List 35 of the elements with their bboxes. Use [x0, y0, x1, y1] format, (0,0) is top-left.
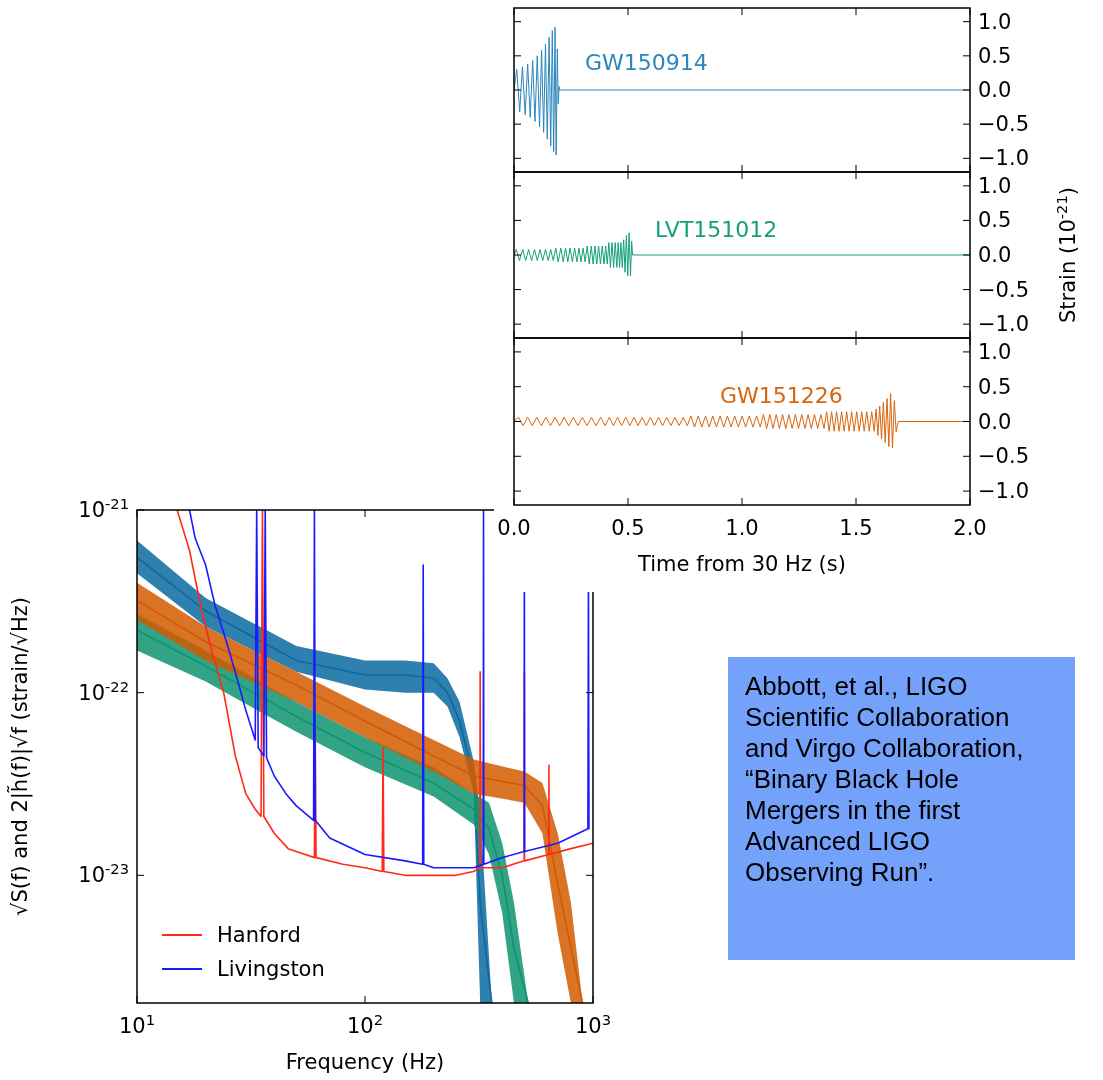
- x-axis-title: Frequency (Hz): [285, 1050, 445, 1074]
- y-tick-label: 0.0: [978, 409, 1012, 434]
- x-axis-title: Time from 30 Hz (s): [637, 552, 846, 576]
- x-tick-label: 2.0: [953, 516, 987, 540]
- legend-label: Livingston: [217, 957, 325, 981]
- y-axis-title: √S(f) and 2|h̃(f)|√f (strain/√Hz): [7, 597, 33, 916]
- text: Abbott, et al., LIGO Scientific Collaboration and Virgo Collaboration, “Binary Black Hole Mergers in the first Advanced LIGO Observing Run”.: [745, 671, 1024, 887]
- y-tick-label: 0.5: [978, 374, 1012, 399]
- x-tick-label: 10$^{1}$: [118, 1010, 156, 1038]
- y-tick-label: 1.0: [978, 9, 1012, 34]
- y-tick-label: 1.0: [978, 173, 1012, 198]
- y-tick-label: 10$^{-21}$: [78, 494, 129, 522]
- x-tick-label: 10$^{3}$: [574, 1010, 612, 1038]
- y-tick-label: −1.0: [978, 312, 1029, 337]
- y-tick-label: −0.5: [978, 112, 1029, 137]
- x-tick-label: 1.0: [725, 516, 759, 540]
- y-tick-label: 0.0: [978, 78, 1012, 102]
- x-tick-label: 1.5: [839, 516, 873, 540]
- series-label: GW150914: [585, 50, 708, 75]
- x-tick-label: 0.5: [611, 516, 645, 540]
- y-tick-label: −1.0: [978, 146, 1029, 171]
- y-tick-label: −1.0: [978, 479, 1029, 504]
- y-tick-label: 10$^{-22}$: [78, 677, 129, 705]
- x-tick-label: 0.0: [497, 516, 531, 540]
- legend-label: Hanford: [217, 923, 301, 947]
- x-tick-label: 10$^{2}$: [346, 1010, 384, 1038]
- series-label: LVT151012: [655, 217, 778, 242]
- y-tick-label: −0.5: [978, 277, 1029, 302]
- y-tick-label: 10$^{-23}$: [78, 859, 129, 888]
- y-tick-label: −0.5: [978, 444, 1029, 469]
- y-tick-label: 1.0: [978, 339, 1012, 364]
- y-tick-label: 0.0: [978, 243, 1012, 267]
- y-tick-label: 0.5: [978, 43, 1012, 68]
- y-tick-label: 0.5: [978, 208, 1012, 233]
- series-label: GW151226: [720, 383, 843, 408]
